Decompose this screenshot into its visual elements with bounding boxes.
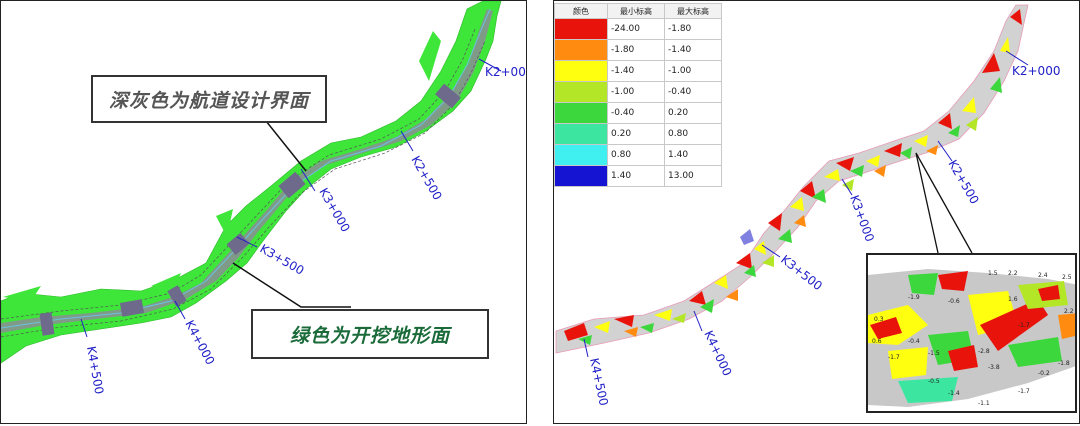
inset-spot-label: -0.2	[1038, 370, 1050, 377]
legend-swatch	[554, 144, 608, 166]
legend-swatch	[554, 123, 608, 145]
chainage-label: K2+000	[485, 65, 527, 79]
zoom-inset: 1.5 2.2 2.4 2.5 1.6 2.2 0.3 -1.9 -0.6 -1.7 0.6 -0.4…	[866, 253, 1077, 413]
channel-edge-north	[1, 28, 476, 320]
legend-row: 1.40 13.00	[554, 165, 722, 187]
left-map-canvas: K2+000 K2+500 K3+000 K3+500 K4+000 K4+50…	[1, 1, 527, 395]
chainage-ticks	[80, 58, 502, 338]
inset-spot-label: -1.4	[948, 390, 960, 397]
legend-body: -24.00 -1.80 -1.80 -1.40 -1.40 -1.00 -1.00 -0.4…	[554, 18, 722, 187]
legend-row: -1.80 -1.40	[554, 39, 722, 61]
legend-min: -1.80	[607, 39, 665, 61]
inset-spot-label: 2.4	[1038, 272, 1048, 279]
chainage-label: K4+500	[84, 345, 106, 395]
inset-labels: 1.5 2.2 2.4 2.5 1.6 2.2 0.3 -1.9 -0.6 -1.7 0.6 -0.4…	[872, 270, 1074, 407]
inset-spot-label: 2.2	[1008, 270, 1018, 277]
legend-swatch	[554, 18, 608, 40]
chainage-label: K3+000	[316, 186, 352, 235]
chainage-label: K4+500	[587, 357, 611, 407]
inset-canvas: 1.5 2.2 2.4 2.5 1.6 2.2 0.3 -1.9 -0.6 -1.7 0.6 -0.4…	[868, 255, 1075, 411]
legend-row: -1.40 -1.00	[554, 60, 722, 82]
dredge-patches	[39, 83, 461, 336]
legend-min: 0.20	[607, 123, 665, 145]
legend-row: -1.00 -0.40	[554, 81, 722, 103]
legend-max: 0.80	[664, 123, 722, 145]
inset-spot-label: -1.9	[908, 294, 920, 301]
inset-spot-label: -2.8	[978, 348, 990, 355]
chainage-label: K2+500	[945, 158, 981, 207]
blue-patch	[740, 229, 754, 245]
inset-spot-label: 1.6	[1008, 296, 1018, 303]
legend-row: 0.20 0.80	[554, 123, 722, 145]
inset-color-patches	[868, 271, 1075, 403]
legend-header-min: 最小标高	[607, 3, 665, 19]
chainage-label: K4+000	[182, 318, 217, 367]
inset-spot-label: -1.1	[978, 400, 990, 407]
left-panel-excavation-view: K2+000 K2+500 K3+000 K3+500 K4+000 K4+50…	[0, 0, 527, 424]
callout-channel-design-surface: 深灰色为航道设计界面	[91, 75, 327, 123]
inset-spot-label: 0.6	[872, 338, 882, 345]
right-chainage-ticks	[583, 50, 1029, 358]
chainage-label: K3+000	[847, 193, 877, 243]
legend-max: 1.40	[664, 144, 722, 166]
zoom-leaders	[915, 152, 973, 254]
legend-min: -0.40	[607, 102, 665, 124]
legend-row: -24.00 -1.80	[554, 18, 722, 40]
callout-excavation-surface: 绿色为开挖地形面	[251, 309, 489, 359]
inset-spot-label: -1.5	[928, 350, 940, 357]
legend-min: 1.40	[607, 165, 665, 187]
legend-swatch	[554, 165, 608, 187]
inset-spot-label: 1.5	[988, 270, 998, 277]
legend-min: 0.80	[607, 144, 665, 166]
legend-header-max: 最大标高	[664, 3, 722, 19]
legend-max: -0.40	[664, 81, 722, 103]
inset-spot-label: -0.6	[948, 298, 960, 305]
legend-swatch	[554, 39, 608, 61]
inset-spot-label: -1.7	[888, 354, 900, 361]
chainage-label: K3+500	[258, 241, 307, 277]
legend-swatch	[554, 60, 608, 82]
inset-spot-label: 2.5	[1062, 274, 1072, 281]
legend-min: -1.40	[607, 60, 665, 82]
chainage-label: K2+000	[1012, 64, 1060, 78]
inset-spot-label: -3.8	[988, 364, 1000, 371]
legend-max: -1.40	[664, 39, 722, 61]
inset-spot-label: 2.2	[1064, 308, 1074, 315]
inset-spot-label: -1.7	[1018, 388, 1030, 395]
inset-spot-label: -1.8	[1058, 360, 1070, 367]
right-map-canvas: K2+000 K2+500 K3+000 K3+500 K4+000 K4+50…	[555, 4, 1060, 407]
inset-spot-label: -0.5	[928, 378, 940, 385]
inset-spot-label: -0.4	[908, 338, 920, 345]
chainage-label: K2+500	[408, 154, 444, 203]
legend-swatch	[554, 102, 608, 124]
legend-row: 0.80 1.40	[554, 144, 722, 166]
legend-min: -24.00	[607, 18, 665, 40]
channel-edge-south	[1, 40, 486, 338]
legend-swatch	[554, 81, 608, 103]
inset-spot-label: -1.7	[1018, 322, 1030, 329]
chainage-label: K4+000	[701, 328, 734, 378]
legend-row: -0.40 0.20	[554, 102, 722, 124]
legend-header-color: 颜色	[554, 3, 608, 19]
chainage-label: K3+500	[778, 252, 825, 293]
legend-max: -1.80	[664, 18, 722, 40]
legend-min: -1.00	[607, 81, 665, 103]
inset-spot-label: 0.3	[874, 316, 884, 323]
legend-max: -1.00	[664, 60, 722, 82]
legend-max: 0.20	[664, 102, 722, 124]
elevation-legend-table: 颜色 最小标高 最大标高 -24.00 -1.80 -1.80 -1.40 -1.40-…	[554, 3, 722, 187]
right-panel-elevation-diff-view: K2+000 K2+500 K3+000 K3+500 K4+000 K4+50…	[553, 0, 1080, 424]
legend-max: 13.00	[664, 165, 722, 187]
